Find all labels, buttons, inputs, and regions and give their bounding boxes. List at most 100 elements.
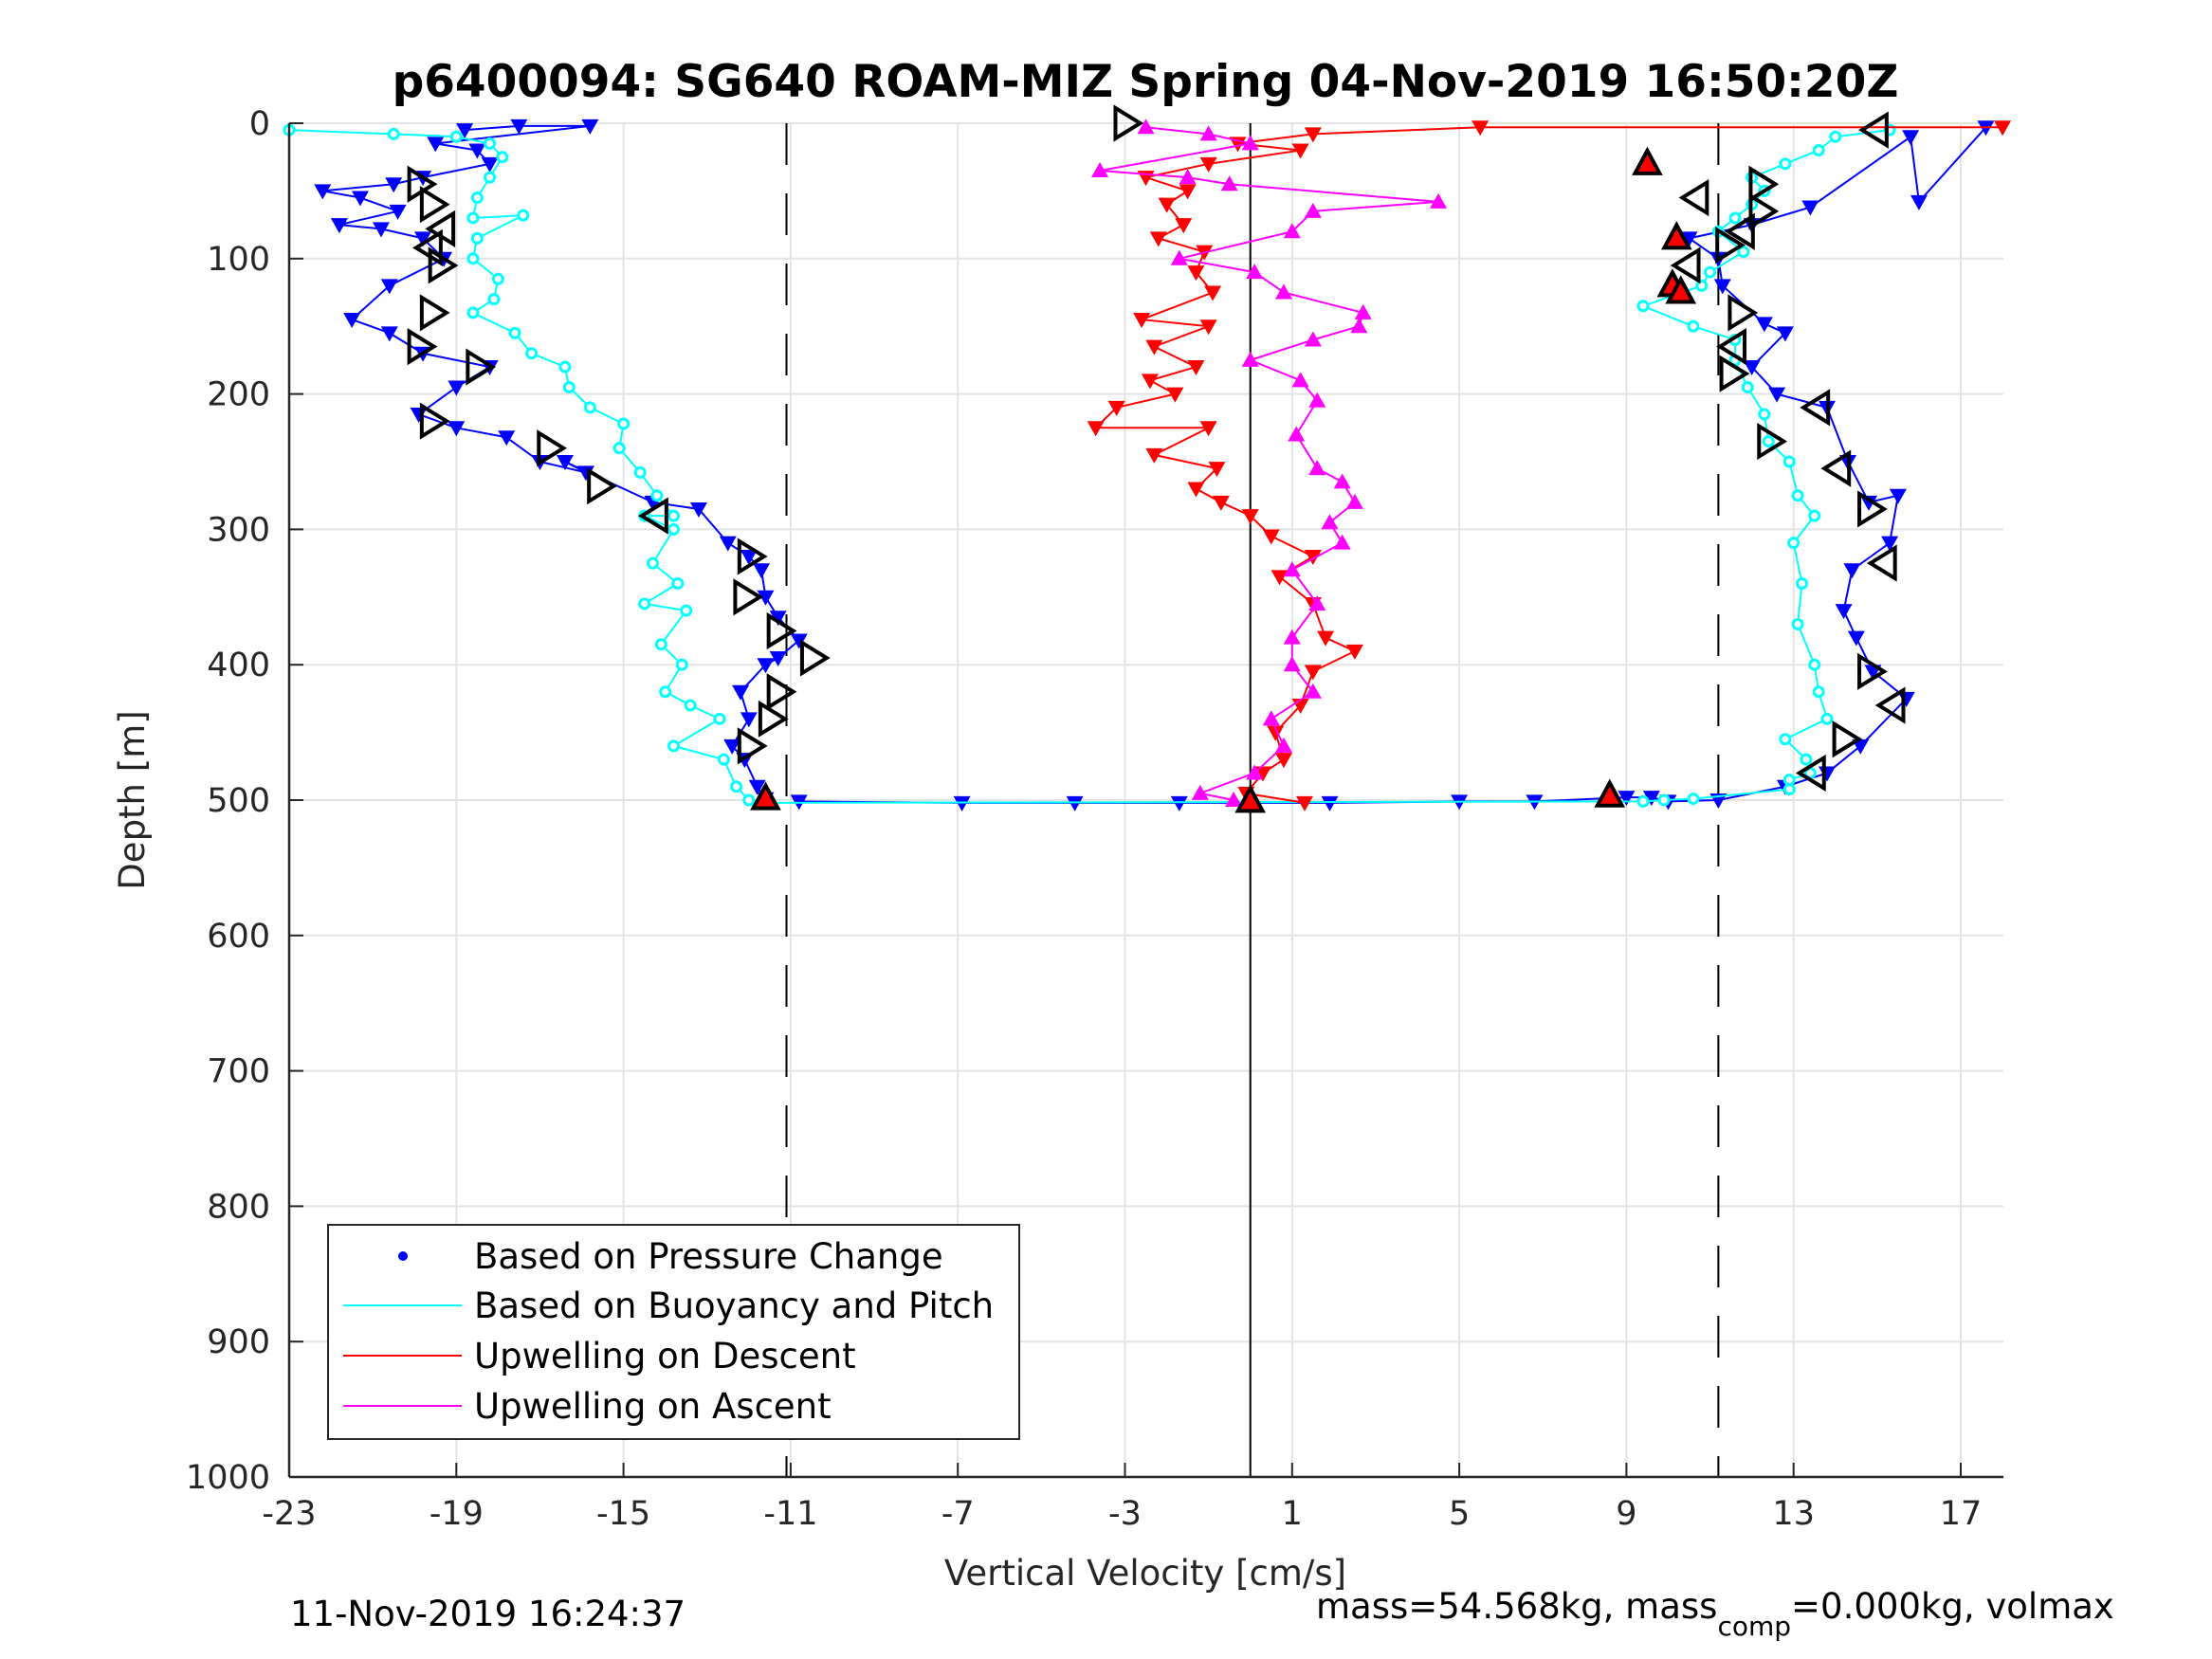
footer-timestamp: 11-Nov-2019 16:24:37 — [290, 1594, 686, 1634]
descent-upwelling-point — [732, 684, 750, 701]
descent-upwelling-point — [330, 218, 348, 234]
descent-upwelling-point — [1680, 231, 1698, 247]
buoyancy-point — [675, 658, 688, 671]
ascent-upwelling-point — [1274, 737, 1292, 753]
buoyancy-point — [484, 171, 497, 184]
buoyancy-point — [1762, 435, 1775, 448]
legend-box — [327, 1224, 1020, 1440]
ascent-upwelling-point — [1220, 175, 1238, 191]
ascent-upwelling-point — [1283, 223, 1301, 239]
descent-triangle-marker — [1113, 104, 1144, 142]
descent-upwelling-point — [740, 549, 758, 565]
descent-upwelling-point — [1199, 156, 1217, 173]
ascent-triangle-marker — [1800, 389, 1831, 427]
mass-suffix: =0.000kg, volmax — [1791, 1586, 2114, 1627]
buoyancy-point — [449, 130, 463, 143]
buoyancy-point — [1812, 685, 1825, 699]
legend-marker-pressure — [398, 1251, 408, 1261]
descent-upwelling-point — [1304, 665, 1322, 681]
ascent-triangle-marker — [1857, 652, 1888, 690]
buoyancy-point — [583, 401, 596, 414]
descent-upwelling-point — [1187, 360, 1205, 376]
descent-upwelling-point — [1133, 313, 1151, 329]
buoyancy-point — [680, 604, 693, 617]
descent-upwelling-point — [1768, 387, 1786, 403]
buoyancy-point — [742, 793, 756, 807]
ascent-triangle-marker — [1832, 720, 1863, 758]
descent-upwelling-point — [1296, 795, 1314, 811]
descent-triangle-marker — [466, 348, 497, 386]
descent-upwelling-point — [448, 421, 466, 437]
descent-upwelling-point — [468, 143, 486, 159]
descent-upwelling-point — [1271, 570, 1289, 586]
descent-upwelling-point — [1304, 127, 1322, 143]
y-tick-label: 900 — [207, 1323, 270, 1361]
descent-triangle-marker — [419, 186, 450, 224]
descent-triangle-marker — [766, 611, 797, 650]
descent-upwelling-point — [748, 779, 766, 795]
descent-upwelling-point — [481, 156, 499, 173]
buoyancy-point — [508, 326, 521, 339]
buoyancy-point — [1796, 577, 1809, 591]
buoyancy-point — [1779, 157, 1792, 171]
x-tick-label: 1 — [1282, 1495, 1303, 1533]
descent-upwelling-point — [1642, 791, 1660, 807]
buoyancy-point — [1791, 489, 1804, 502]
buoyancy-point — [1800, 753, 1813, 766]
descent-upwelling-point — [719, 536, 737, 552]
descent-upwelling-point — [1241, 509, 1259, 525]
descent-upwelling-point — [1267, 725, 1285, 741]
buoyancy-point — [1687, 793, 1700, 806]
ascent-upwelling-point — [1179, 169, 1197, 185]
descent-triangle-marker — [737, 538, 768, 575]
descent-upwelling-point — [1158, 197, 1176, 213]
ascent-triangle-marker — [1795, 754, 1826, 793]
descent-upwelling-point — [372, 222, 390, 238]
descent-upwelling-point — [1179, 184, 1197, 200]
buoyancy-point — [484, 137, 497, 150]
buoyancy-point — [558, 360, 572, 374]
buoyancy-point — [466, 252, 480, 265]
descent-upwelling-point — [769, 651, 787, 667]
x-tick-label: -19 — [430, 1495, 484, 1533]
descent-upwelling-point — [1317, 630, 1335, 647]
descent-upwelling-point — [1801, 200, 1819, 216]
descent-upwelling-point — [427, 137, 445, 153]
y-tick-label: 300 — [207, 511, 270, 549]
ascent-upwelling-point — [1304, 202, 1322, 218]
descent-upwelling-point — [1262, 529, 1280, 545]
descent-upwelling-point — [1145, 447, 1163, 464]
descent-triangle-marker — [758, 700, 789, 738]
ascent-upwelling-point — [1137, 118, 1155, 135]
descent-upwelling-point — [1472, 120, 1490, 137]
descent-upwelling-point — [1199, 421, 1217, 437]
buoyancy-point — [717, 753, 730, 766]
ascent-upwelling-point — [1262, 710, 1280, 726]
descent-upwelling-point — [1321, 795, 1339, 811]
descent-upwelling-point — [757, 658, 775, 674]
ascent-upwelling-point — [1430, 192, 1448, 209]
ascent-triangle-marker — [1757, 423, 1788, 461]
descent-upwelling-point — [1141, 374, 1159, 390]
buoyancy-point — [562, 380, 576, 393]
ascent-triangle-marker — [1748, 165, 1780, 203]
descent-upwelling-point — [414, 231, 432, 247]
ascent-triangle-marker — [1858, 111, 1889, 149]
descent-triangle-marker — [419, 294, 450, 332]
buoyancy-point — [684, 699, 697, 712]
ascent-upwelling-point — [1321, 514, 1339, 530]
descent-upwelling-point — [1166, 387, 1184, 403]
descent-upwelling-point — [1852, 738, 1870, 755]
descent-upwelling-point — [1107, 400, 1125, 416]
descent-upwelling-point — [380, 326, 398, 342]
x-tick-label: -23 — [262, 1495, 316, 1533]
descent-upwelling-point — [1755, 317, 1773, 333]
ascent-upwelling-point — [1191, 784, 1209, 800]
descent-upwelling-point — [1274, 753, 1292, 769]
descent-upwelling-point — [740, 712, 758, 728]
descent-upwelling-point — [581, 118, 599, 135]
descent-upwelling-point — [1345, 644, 1363, 660]
buoyancy-point — [1741, 380, 1754, 393]
x-tick-label: 9 — [1616, 1495, 1636, 1533]
